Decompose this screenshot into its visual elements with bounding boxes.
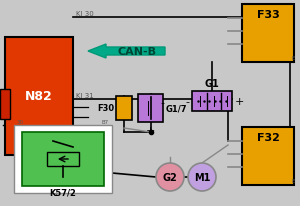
Text: -: - [185,97,189,107]
Text: E: E [291,56,294,61]
Bar [242,5,294,63]
Bar [116,97,132,121]
Text: -: - [160,97,164,108]
Text: K57/2: K57/2 [50,188,76,197]
Bar [14,125,112,193]
Text: E: E [291,178,294,183]
Circle shape [188,163,216,191]
Text: +: + [235,97,244,107]
Bar [138,95,163,122]
Bar [22,132,104,186]
Text: B7: B7 [102,119,109,124]
Text: KI 31: KI 31 [76,92,94,98]
Circle shape [156,163,184,191]
Text: N82: N82 [25,90,53,103]
Text: G1: G1 [205,79,219,89]
Bar [5,38,73,155]
Bar [47,152,79,166]
Text: +: + [146,125,155,135]
Text: 30: 30 [17,119,24,124]
Text: G1/7: G1/7 [166,104,188,113]
Text: M1: M1 [194,172,210,182]
Text: F30: F30 [97,104,114,113]
Bar [242,127,294,185]
Text: F33: F33 [256,10,279,20]
Bar [0,90,10,119]
FancyArrow shape [88,45,165,59]
Text: G2: G2 [163,172,177,182]
Text: KI 30: KI 30 [76,11,94,17]
Text: F32: F32 [256,132,279,142]
Text: CAN-B: CAN-B [117,47,156,57]
Bar [192,91,232,111]
